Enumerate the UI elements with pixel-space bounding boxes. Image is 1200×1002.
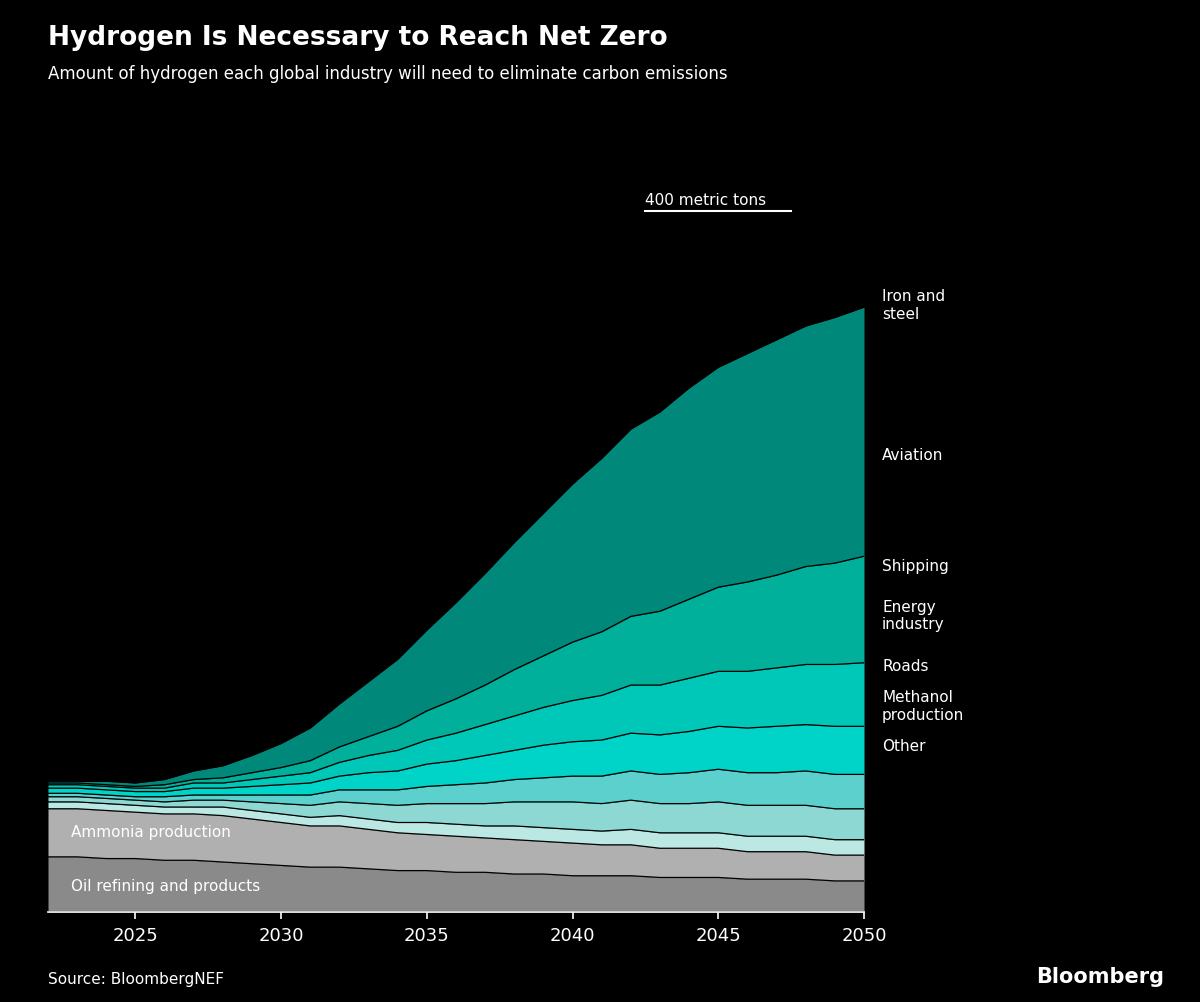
Text: Source: BloombergNEF: Source: BloombergNEF <box>48 972 224 987</box>
Text: Roads: Roads <box>882 659 929 673</box>
Text: Shipping: Shipping <box>882 559 949 573</box>
Text: Aviation: Aviation <box>882 449 943 463</box>
Text: Methanol
production: Methanol production <box>882 690 965 722</box>
Text: Ammonia production: Ammonia production <box>71 826 232 841</box>
Text: Iron and
steel: Iron and steel <box>882 290 946 322</box>
Text: Hydrogen Is Necessary to Reach Net Zero: Hydrogen Is Necessary to Reach Net Zero <box>48 25 667 51</box>
Text: Bloomberg: Bloomberg <box>1036 967 1164 987</box>
Text: Energy
industry: Energy industry <box>882 600 944 632</box>
Text: 400 metric tons: 400 metric tons <box>646 192 767 207</box>
Text: Oil refining and products: Oil refining and products <box>71 879 260 894</box>
Text: Amount of hydrogen each global industry will need to eliminate carbon emissions: Amount of hydrogen each global industry … <box>48 65 727 83</box>
Text: Other: Other <box>882 739 925 754</box>
